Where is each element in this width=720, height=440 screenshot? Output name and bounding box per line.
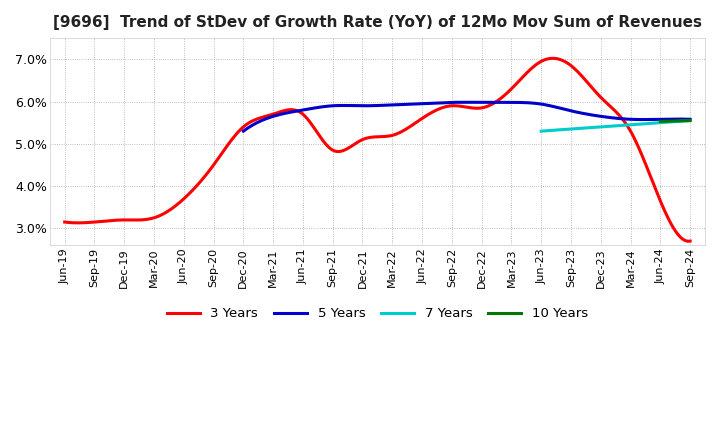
- Line: 5 Years: 5 Years: [243, 102, 690, 131]
- 3 Years: [63, 220, 71, 225]
- 5 Years: [459, 99, 467, 105]
- 5 Years: [506, 100, 515, 105]
- 3 Years: [60, 220, 69, 225]
- 7 Years: [537, 128, 546, 134]
- Legend: 3 Years, 5 Years, 7 Years, 10 Years: 3 Years, 5 Years, 7 Years, 10 Years: [161, 302, 593, 326]
- 5 Years: [505, 100, 513, 105]
- Line: 3 Years: 3 Years: [65, 59, 690, 241]
- 3 Years: [548, 56, 557, 61]
- 3 Years: [590, 87, 598, 92]
- 5 Years: [617, 116, 626, 121]
- 3 Years: [433, 107, 441, 113]
- 5 Years: [514, 100, 523, 105]
- 7 Years: [628, 122, 636, 127]
- Line: 7 Years: 7 Years: [541, 121, 690, 131]
- 7 Years: [626, 122, 634, 128]
- 3 Years: [685, 238, 694, 244]
- 3 Years: [684, 238, 693, 244]
- 10 Years: [685, 118, 694, 123]
- 10 Years: [656, 119, 665, 124]
- 3 Years: [431, 108, 439, 114]
- Title: [9696]  Trend of StDev of Growth Rate (YoY) of 12Mo Mov Sum of Revenues: [9696] Trend of StDev of Growth Rate (Yo…: [53, 15, 702, 30]
- 7 Years: [685, 118, 694, 123]
- 3 Years: [443, 104, 451, 109]
- 7 Years: [662, 120, 671, 125]
- 5 Years: [240, 128, 249, 133]
- 5 Years: [239, 128, 248, 134]
- 3 Years: [629, 134, 638, 139]
- 7 Years: [625, 122, 634, 128]
- 5 Years: [685, 117, 694, 122]
- 5 Years: [645, 117, 654, 122]
- 7 Years: [672, 119, 680, 124]
- 7 Years: [537, 128, 546, 134]
